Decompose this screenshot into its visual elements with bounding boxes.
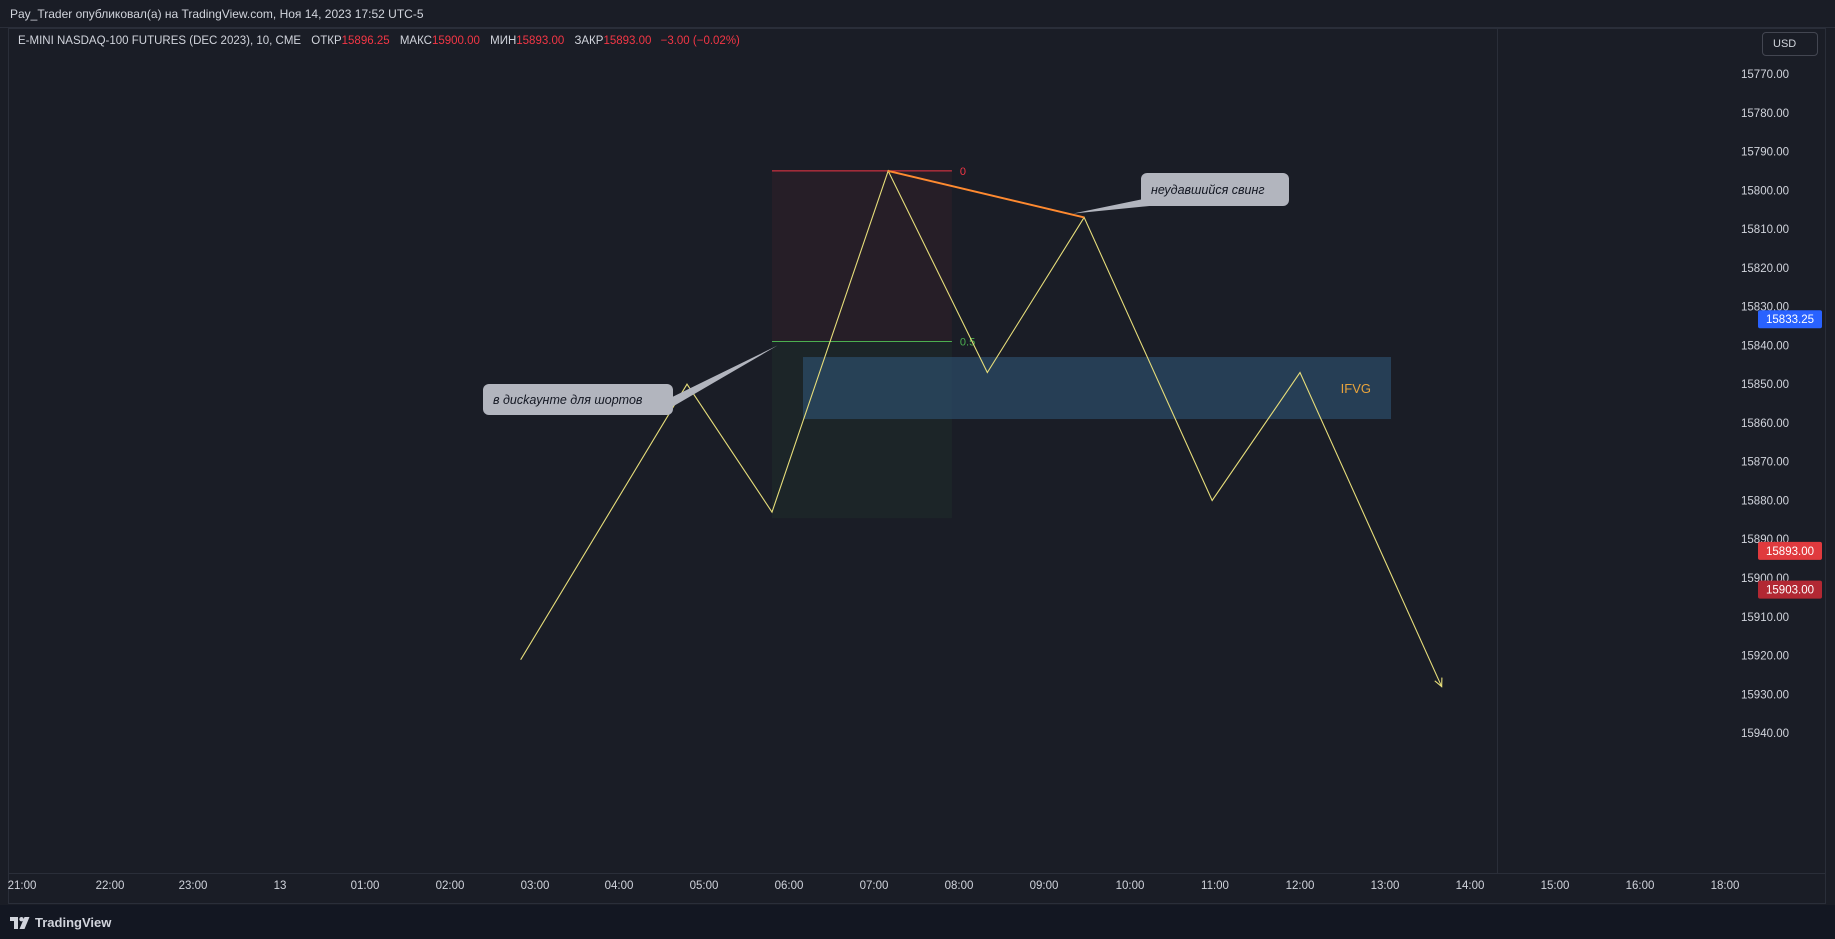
price-path-point	[771, 511, 773, 513]
price-path-point	[1211, 499, 1213, 501]
price-label-prev: 15903.00	[1766, 585, 1814, 597]
annotation-discount-callout[interactable]: в дисkaунте для шортов	[483, 384, 673, 415]
annotation-discount-pointer	[660, 345, 778, 414]
x-tick-label: 04:00	[605, 880, 634, 892]
chart-frame	[8, 28, 1826, 904]
x-tick-label: 22:00	[96, 880, 125, 892]
tradingview-logo[interactable]: TradingView	[10, 915, 111, 930]
x-tick-label: 01:00	[351, 880, 380, 892]
open-label: ОТКР	[311, 35, 342, 47]
price-path-point	[686, 383, 688, 385]
open-value: 15896.25	[341, 35, 390, 47]
x-tick-label: 18:00	[1711, 880, 1740, 892]
y-tick-label: 15790.00	[1741, 147, 1789, 159]
x-tick-label: 06:00	[775, 880, 804, 892]
x-tick-label: 13:00	[1371, 880, 1400, 892]
y-tick-label: 15810.00	[1741, 224, 1789, 236]
close-label: ЗАКР	[574, 35, 604, 47]
price-path-arrowhead	[1434, 677, 1443, 688]
price-path-line	[520, 169, 1443, 687]
x-tick-label: 13	[274, 880, 287, 892]
x-tick-label: 15:00	[1541, 880, 1570, 892]
y-tick-label: 15770.00	[1741, 69, 1789, 81]
y-tick-label: 15860.00	[1741, 418, 1789, 430]
price-label-close: 15893.00	[1766, 546, 1814, 558]
x-tick-label: 14:00	[1456, 880, 1485, 892]
tradingview-brand: TradingView	[35, 915, 112, 930]
price-label-prev-badge	[1758, 580, 1822, 599]
close-value: 15893.00	[603, 35, 652, 47]
x-tick-label: 07:00	[860, 880, 889, 892]
y-tick-label: 15780.00	[1741, 108, 1789, 120]
tradingview-logo-icon	[10, 916, 30, 929]
price-label-close-badge	[1758, 541, 1822, 560]
y-tick-label: 15910.00	[1741, 612, 1789, 624]
low-label: МИН	[490, 35, 517, 47]
y-tick-label: 15800.00	[1741, 185, 1789, 197]
failed-swing-line	[887, 169, 1085, 219]
fib-level-0-label: 0	[960, 166, 966, 178]
bottom-bar: TradingView	[0, 905, 1835, 939]
symbol-name: E-MINI NASDAQ-100 FUTURES (DEC 2023), 10…	[18, 35, 302, 47]
x-tick-label: 05:00	[690, 880, 719, 892]
y-tick-label: 15850.00	[1741, 379, 1789, 391]
change-value: −3.00 (−0.02%)	[660, 35, 740, 47]
low-value: 15893.00	[516, 35, 565, 47]
price-path-point	[1299, 372, 1301, 374]
x-tick-label: 08:00	[945, 880, 974, 892]
publisher-line: Pay_Trader опубликовал(а) на TradingView…	[10, 7, 424, 21]
y-tick-label: 15840.00	[1741, 340, 1789, 352]
x-tick-label: 10:00	[1116, 880, 1145, 892]
high-value: 15900.00	[431, 35, 480, 47]
y-tick-label: 15920.00	[1741, 651, 1789, 663]
y-tick-label: 15820.00	[1741, 263, 1789, 275]
ifvg-zone	[803, 357, 1391, 420]
x-tick-label: 03:00	[521, 880, 550, 892]
top-bar: Pay_Trader опубликовал(а) на TradingView…	[0, 0, 1835, 28]
symbol-legend: E-MINI NASDAQ-100 FUTURES (DEC 2023), 10…	[18, 35, 740, 47]
annotation-failed-swing-callout[interactable]: неудавшийся свинг	[1141, 173, 1289, 206]
x-tick-label: 16:00	[1626, 880, 1655, 892]
y-tick-label: 15940.00	[1741, 728, 1789, 740]
price-label-current-badge	[1758, 310, 1822, 329]
annotation-discount-text: в дисkaунте для шортов	[493, 392, 643, 407]
y-tick-label: 15930.00	[1741, 689, 1789, 701]
x-tick-label: 12:00	[1286, 880, 1315, 892]
y-tick-label: 15880.00	[1741, 495, 1789, 507]
x-tick-label: 02:00	[436, 880, 465, 892]
price-path-point	[986, 372, 988, 374]
high-label: МАКС	[399, 35, 432, 47]
x-tick-label: 11:00	[1201, 880, 1229, 892]
x-tick-label: 09:00	[1030, 880, 1059, 892]
x-tick-label: 21:00	[8, 880, 37, 892]
currency-button[interactable]: USD	[1762, 32, 1818, 56]
price-path-point	[520, 658, 522, 660]
annotation-failed-swing-text: неудавшийся свинг	[1151, 182, 1265, 197]
x-tick-label: 23:00	[179, 880, 208, 892]
price-label-current: 15833.25	[1766, 314, 1814, 326]
fib-premium-zone	[772, 170, 952, 342]
y-tick-label: 15870.00	[1741, 457, 1789, 469]
ifvg-label: IFVG	[1341, 381, 1371, 396]
